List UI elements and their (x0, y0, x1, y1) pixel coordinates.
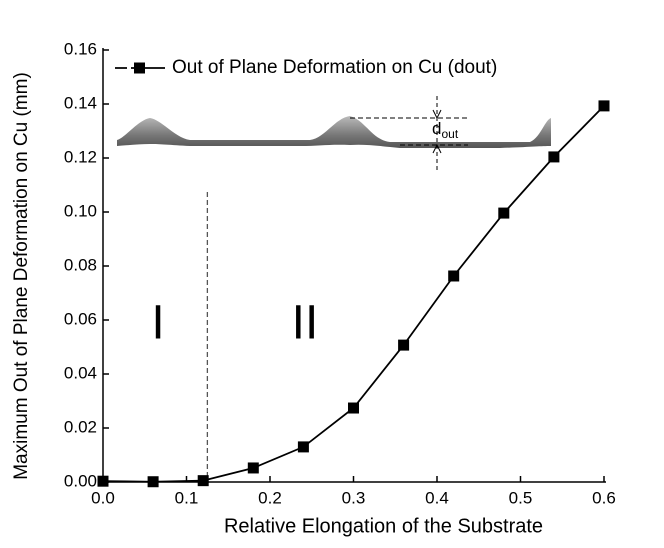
x-tick-label: 0.0 (91, 488, 115, 507)
inset-shape (117, 116, 551, 148)
legend-marker (134, 62, 145, 74)
marker (197, 475, 209, 487)
y-tick-label: 0.04 (64, 363, 97, 382)
y-tick-label: 0.06 (64, 309, 97, 328)
x-tick-label: 0.6 (592, 488, 616, 507)
x-tick-label: 0.5 (509, 488, 533, 507)
y-tick-label: 0.10 (64, 201, 97, 220)
marker (348, 402, 359, 414)
marker (598, 100, 610, 112)
x-tick-label: 0.2 (258, 488, 282, 507)
y-axis-title: Maximum Out of Plane Deformation on Cu (… (11, 72, 32, 480)
inset-label-sub: out (441, 127, 458, 141)
marker (147, 476, 159, 488)
marker (448, 270, 460, 282)
inset-label: dout (432, 119, 459, 141)
y-tick-label: 0.12 (64, 147, 97, 166)
inset-label-main: d (432, 119, 441, 138)
y-tick-label: 0.08 (64, 255, 97, 274)
region-label: II (292, 297, 319, 350)
marker (398, 339, 410, 351)
x-tick-label: 0.4 (425, 488, 449, 507)
inset-arrow (432, 109, 442, 154)
y-tick-label: 0.02 (64, 417, 97, 436)
inset-image: dout (117, 96, 551, 172)
y-tick-label: 0.16 (64, 39, 97, 58)
y-tick-label: 0.14 (64, 93, 97, 112)
x-tick-label: 0.1 (175, 488, 199, 507)
y-tick-label: 0.00 (64, 471, 97, 490)
x-tick-label: 0.3 (342, 488, 366, 507)
legend-label: Out of Plane Deformation on Cu (dout) (172, 57, 497, 78)
marker (498, 207, 510, 219)
x-axis-title: Relative Elongation of the Substrate (224, 515, 543, 537)
marker (297, 441, 309, 453)
marker (247, 462, 259, 474)
region-label: I (151, 297, 164, 350)
marker (97, 475, 109, 487)
marker (548, 151, 560, 163)
series-line (102, 105, 605, 483)
